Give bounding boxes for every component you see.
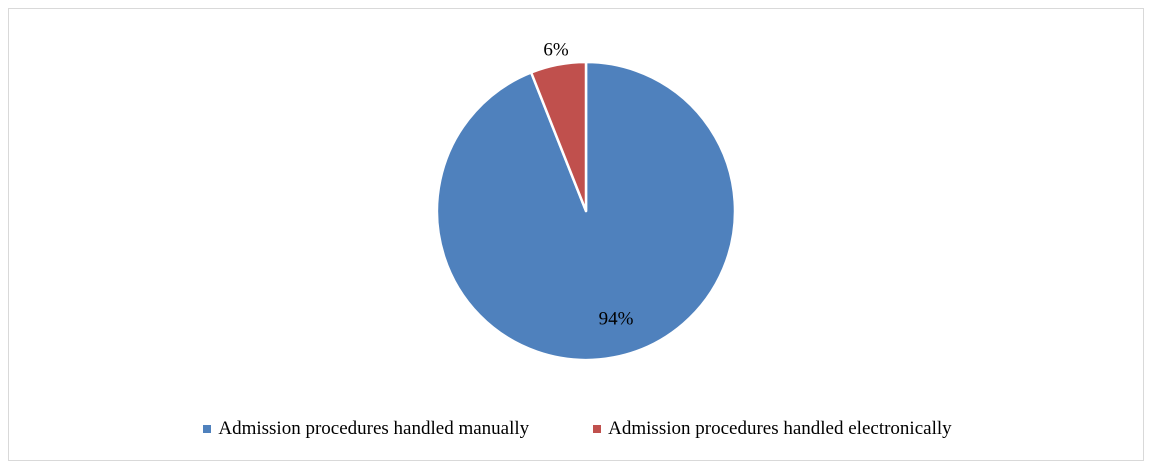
data-label-electronic: 6%	[543, 39, 569, 60]
data-label-manual: 94%	[599, 308, 634, 329]
legend-label-manual: Admission procedures handled manually	[218, 418, 530, 439]
legend-item-manual: Admission procedures handled manually	[203, 418, 529, 440]
legend-swatch-manual	[203, 425, 212, 433]
legend-swatch-electronic	[593, 425, 602, 433]
pie-slice-electronic	[529, 60, 588, 213]
pie-data-labels: 94% 6%	[543, 39, 633, 329]
pie-slices	[435, 60, 737, 362]
legend-item-electronic: Admission procedures handled electronica…	[593, 418, 952, 440]
legend: Admission procedures handled manually Ad…	[0, 418, 1155, 440]
legend-label-electronic: Admission procedures handled electronica…	[608, 418, 952, 439]
